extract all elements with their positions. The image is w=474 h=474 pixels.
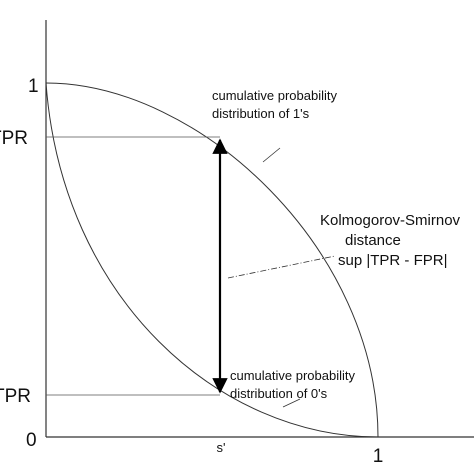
lower-curve	[45, 82, 379, 438]
axis-label: 1	[28, 76, 39, 97]
pointer	[282, 398, 301, 408]
annotation: Kolmogorov-Smirnov	[320, 212, 461, 229]
axis-label: 1	[373, 446, 384, 467]
annotation: distribution of 0's	[230, 386, 328, 401]
axis-label: 0	[26, 430, 37, 451]
axis-label: TPR	[0, 386, 31, 407]
pointer	[227, 255, 336, 279]
upper-curve	[45, 82, 379, 438]
annotation: cumulative probability	[212, 88, 338, 103]
annotation: sup |TPR - FPR|	[338, 252, 447, 269]
axis-label: s'	[217, 440, 226, 455]
axis-label: TPR	[0, 128, 28, 149]
pointer	[262, 147, 281, 163]
annotation: distribution of 1's	[212, 106, 310, 121]
annotation: distance	[345, 232, 401, 249]
annotation: cumulative probability	[230, 368, 356, 383]
